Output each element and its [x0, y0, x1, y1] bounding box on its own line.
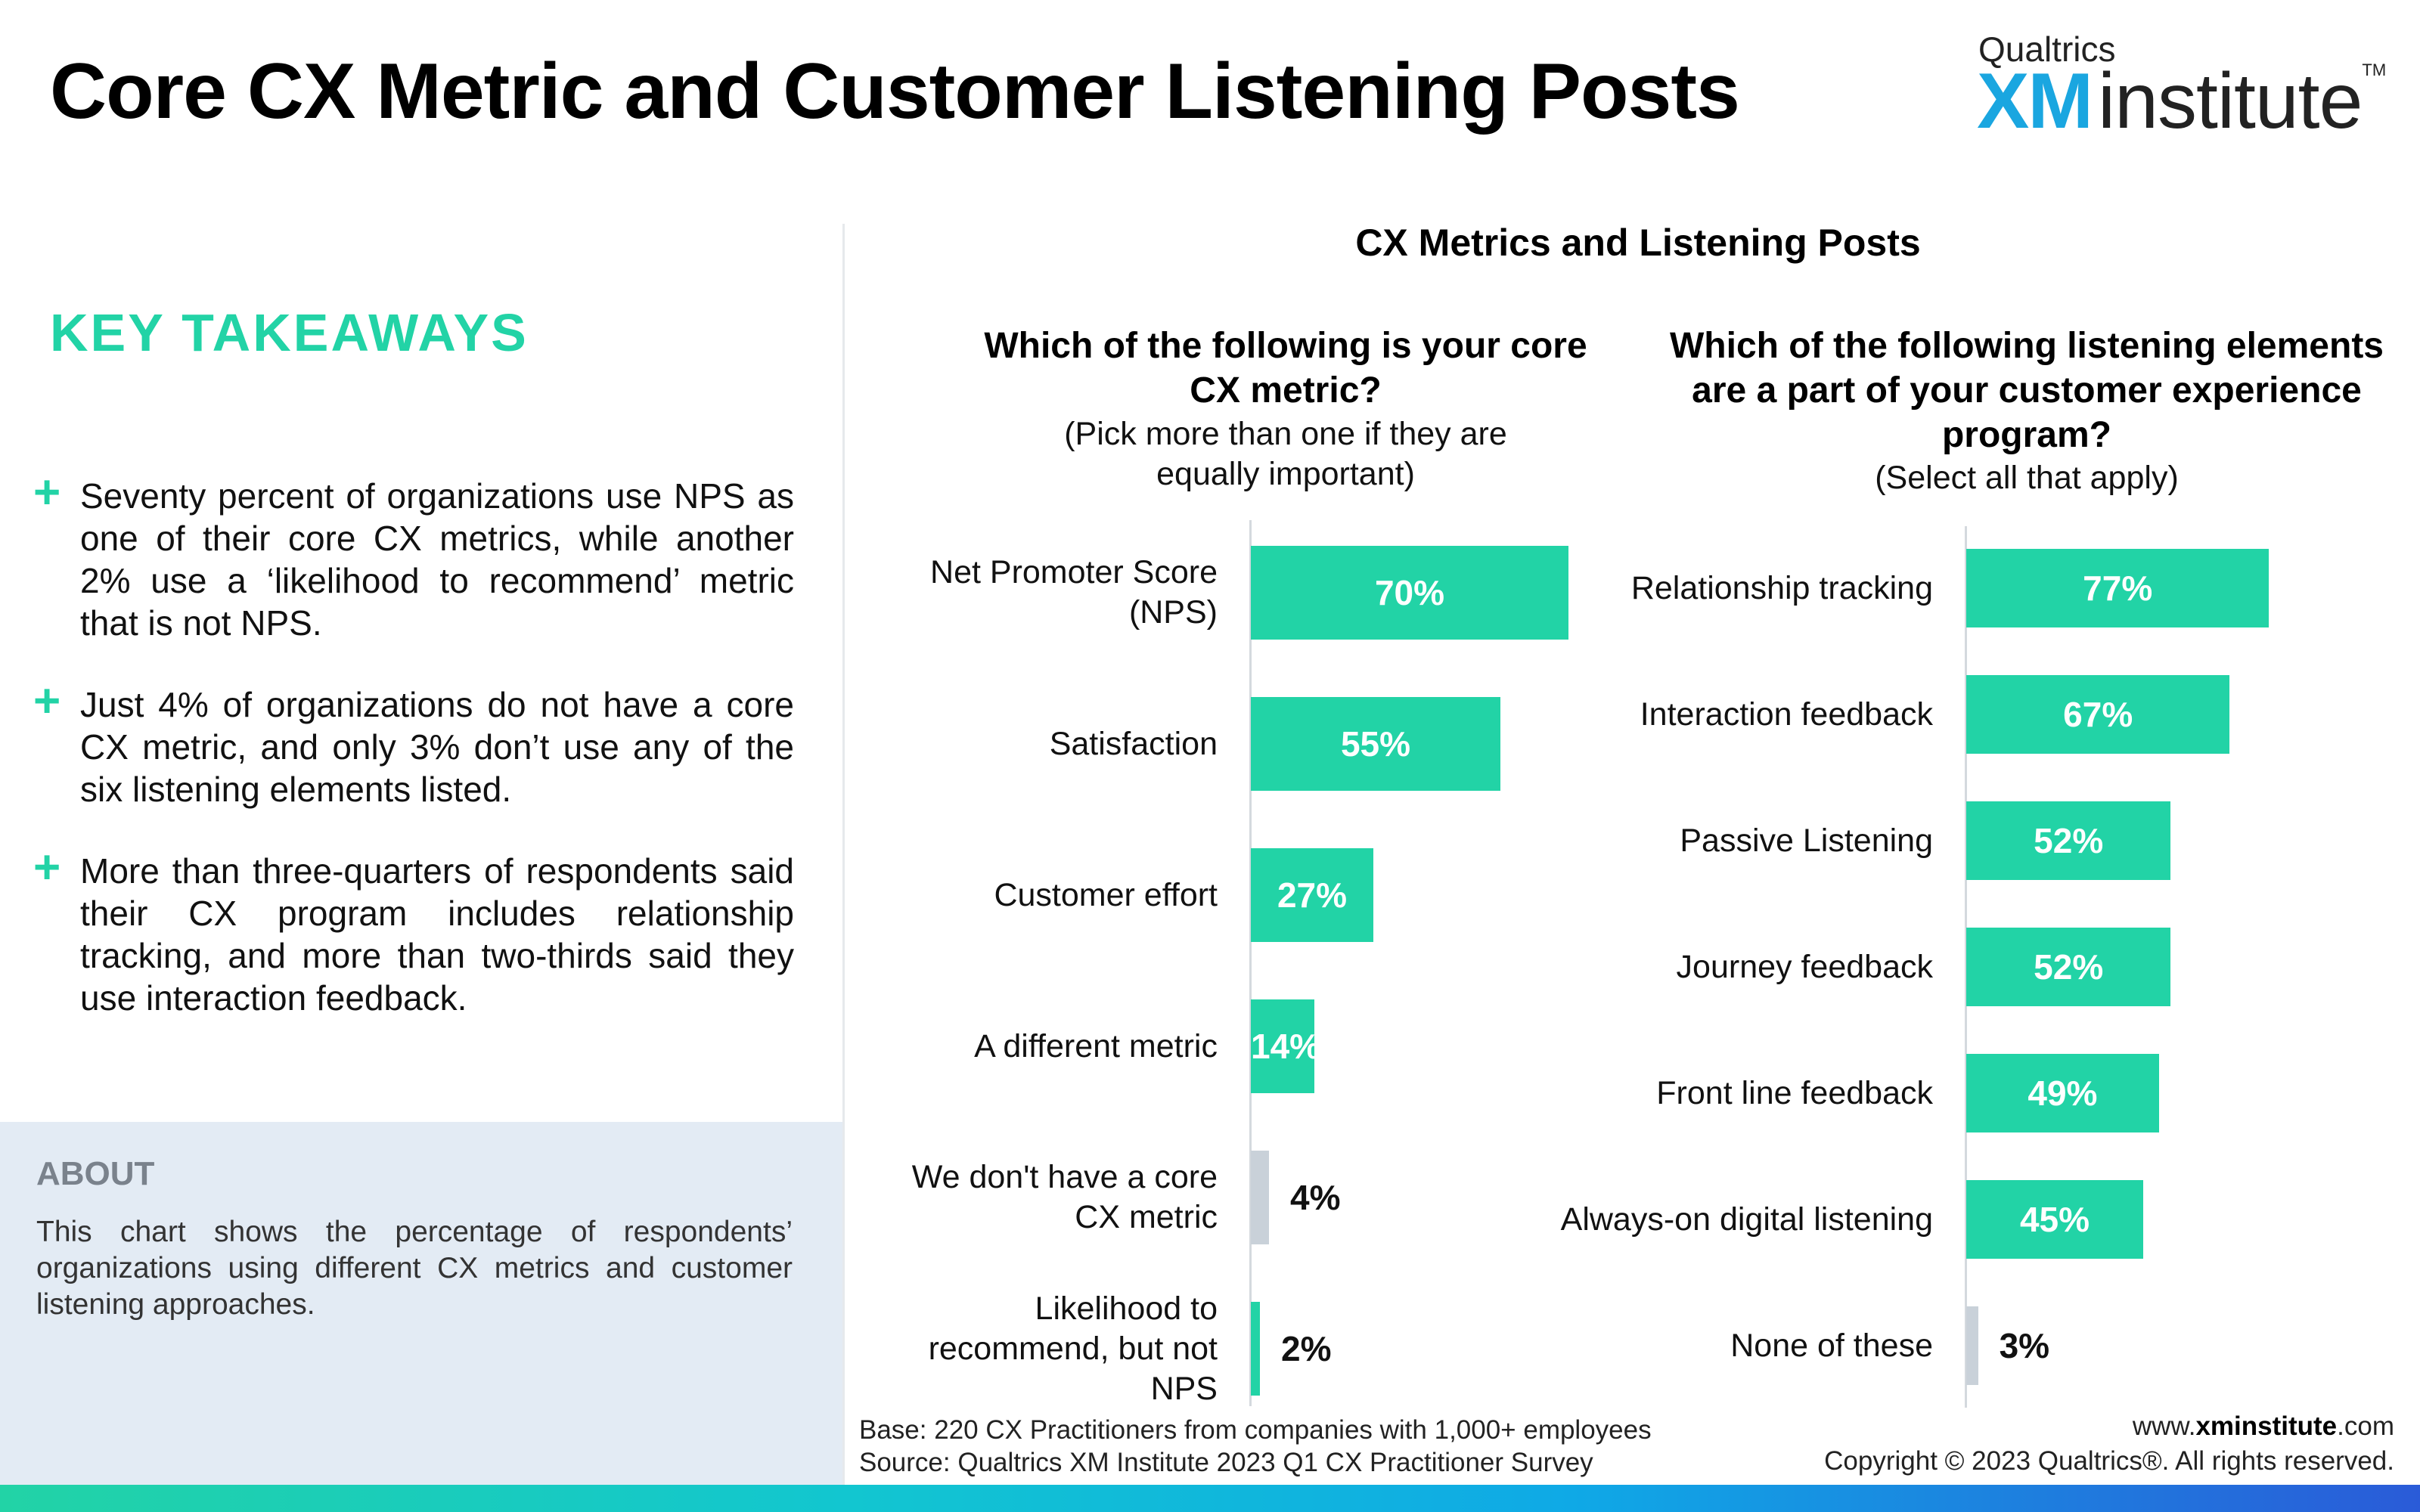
- key-takeaways-heading: KEY TAKEAWAYS: [50, 303, 529, 362]
- bar: [1251, 1302, 1260, 1396]
- bar: [1966, 1306, 1978, 1385]
- bar: 27%: [1251, 848, 1373, 942]
- base-source-note: Base: 220 CX Practitioners from companie…: [859, 1414, 1652, 1479]
- category-label: Always-on digital listening: [1560, 1201, 1933, 1238]
- chart-axis-line: [1965, 526, 1967, 1408]
- bar: 77%: [1966, 549, 2270, 627]
- takeaway-item-2: Just 4% of organizations do not have a c…: [80, 685, 794, 809]
- logo-trademark: TM: [2362, 60, 2387, 79]
- value-label: 52%: [2034, 947, 2104, 987]
- url-prefix: www.: [2132, 1411, 2196, 1441]
- value-label: 49%: [2028, 1074, 2098, 1113]
- right-chart-question: Which of the following listening element…: [1669, 326, 2384, 455]
- credit-block: www.xminstitute.com Copyright © 2023 Qua…: [1664, 1409, 2394, 1479]
- url-suffix: .com: [2337, 1411, 2394, 1441]
- category-label: Journey feedback: [1676, 948, 1933, 985]
- about-panel: [0, 1122, 844, 1485]
- value-label: 55%: [1340, 724, 1411, 764]
- bar: 45%: [1966, 1180, 2143, 1259]
- logo-qualtrics-wordmark: Qualtrics: [1978, 29, 2116, 69]
- category-label: Interaction feedback: [1640, 696, 1933, 733]
- source-note: Source: Qualtrics XM Institute 2023 Q1 C…: [859, 1448, 1593, 1477]
- left-chart-question: Which of the following is your core CX m…: [984, 326, 1587, 411]
- category-label: We don't have a core CX metric: [911, 1159, 1218, 1235]
- bar: 67%: [1966, 675, 2230, 754]
- plus-icon: +: [33, 675, 61, 727]
- vertical-divider: [842, 224, 845, 1485]
- value-label: 52%: [2034, 821, 2104, 860]
- takeaway-item-3: More than three-quarters of respondents …: [80, 851, 794, 1018]
- value-label: 2%: [1281, 1329, 1332, 1368]
- bar: 49%: [1966, 1054, 2159, 1132]
- bar: 52%: [1966, 801, 2171, 880]
- logo-xm-text: XM: [1977, 57, 2093, 145]
- category-label: Front line feedback: [1656, 1074, 1933, 1111]
- page-title: Core CX Metric and Customer Listening Po…: [50, 48, 1740, 135]
- value-label: 70%: [1374, 573, 1445, 612]
- value-label: 3%: [1999, 1326, 2050, 1365]
- bar: 14%: [1251, 999, 1314, 1093]
- category-label: Customer effort: [994, 876, 1218, 913]
- value-label: 14%: [1251, 1027, 1314, 1066]
- value-label: 27%: [1277, 875, 1348, 915]
- value-label: 4%: [1290, 1178, 1341, 1217]
- plus-icon: +: [33, 841, 61, 894]
- value-label: 77%: [2083, 569, 2153, 608]
- bar: [1251, 1151, 1269, 1244]
- base-note: Base: 220 CX Practitioners from companie…: [859, 1415, 1652, 1445]
- copyright: Copyright © 2023 Qualtrics®. All rights …: [1824, 1446, 2394, 1476]
- category-label: None of these: [1730, 1327, 1933, 1364]
- category-label: Relationship tracking: [1630, 569, 1933, 606]
- category-label: Net Promoter Score (NPS): [930, 554, 1218, 631]
- logo-institute-text: institute: [2098, 57, 2363, 145]
- url-domain: xminstitute: [2195, 1411, 2338, 1441]
- xm-institute-logo: XMinstituteTM: [1977, 62, 2386, 141]
- category-label: Likelihood to recommend, but not NPS: [928, 1290, 1218, 1407]
- category-label: A different metric: [974, 1027, 1218, 1064]
- bar: 55%: [1251, 697, 1500, 791]
- takeaway-item-1: Seventy percent of organizations use NPS…: [80, 476, 794, 643]
- about-text: This chart shows the percentage of respo…: [36, 1216, 793, 1321]
- about-heading: ABOUT: [36, 1155, 155, 1192]
- left-chart-subtitle: (Pick more than one if they are equally …: [1064, 416, 1507, 492]
- chart-axis-line: [1249, 520, 1252, 1406]
- plus-icon: +: [33, 466, 61, 519]
- category-label: Satisfaction: [1049, 725, 1218, 762]
- value-label: 45%: [2019, 1200, 2090, 1239]
- category-label: Passive Listening: [1680, 822, 1933, 859]
- chart-title: CX Metrics and Listening Posts: [1355, 222, 1921, 264]
- value-label: 67%: [2063, 695, 2133, 734]
- bar: 52%: [1966, 928, 2171, 1006]
- right-chart-subtitle: (Select all that apply): [1875, 460, 2179, 496]
- website-link[interactable]: www.xminstitute.com: [1664, 1409, 2394, 1444]
- footer-gradient-bar: [0, 1485, 2420, 1512]
- bar: 70%: [1251, 546, 1568, 640]
